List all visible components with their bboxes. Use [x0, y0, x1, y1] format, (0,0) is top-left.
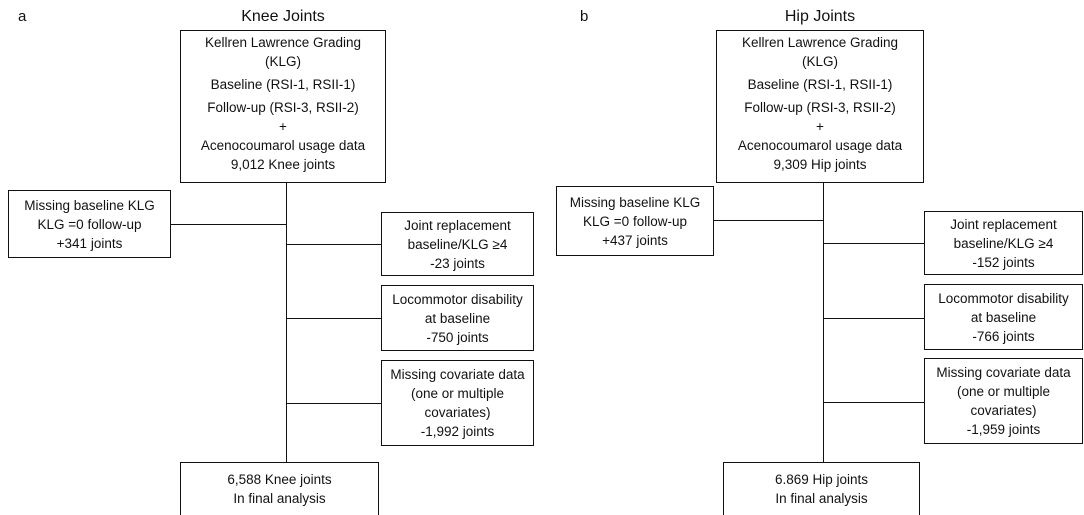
connector-exclusion: [823, 318, 924, 319]
box-line: -766 joints: [972, 328, 1035, 344]
box-line: Missing covariate data: [936, 365, 1071, 380]
box-line: Acenocoumarol usage data: [200, 138, 366, 153]
box-line: -23 joints: [430, 255, 485, 271]
box-line: (one or multiple: [410, 386, 505, 401]
flow-line-main: [286, 183, 287, 462]
box-line: 6,588 Knee joints: [227, 472, 332, 487]
box-line: Locommotor disability: [392, 291, 523, 307]
box-line: +437 joints: [602, 232, 668, 248]
connector-added: [171, 224, 286, 225]
box-line: Kellren Lawrence Grading: [204, 35, 362, 50]
panel-title: Hip Joints: [784, 8, 856, 25]
exclusion-box-locomotor-disability: Locommotor disability at baseline -766 j…: [924, 284, 1083, 350]
panel-hip-joints: b Hip Joints Kellren Lawrence Grading (K…: [545, 0, 1084, 515]
box-line: covariates): [970, 403, 1037, 418]
box-line: 9,012 Knee joints: [230, 157, 336, 172]
exclusion-box-missing-covariates: Missing covariate data (one or multiple …: [924, 358, 1083, 444]
connector-exclusion: [823, 243, 924, 244]
box-line: at baseline: [970, 309, 1037, 325]
box-line: Acenocoumarol usage data: [737, 138, 903, 153]
box-line: Missing covariate data: [390, 367, 525, 382]
connector-exclusion: [286, 403, 381, 404]
box-line: In final analysis: [233, 491, 326, 506]
panel-knee-joints: a Knee Joints Kellren Lawrence Grading (…: [0, 0, 540, 515]
panel-label: b: [580, 8, 589, 25]
box-line: Joint replacement: [950, 216, 1057, 232]
start-cohort-box: Kellren Lawrence Grading (KLG) Baseline …: [716, 30, 924, 183]
exclusion-box-joint-replacement: Joint replacement baseline/KLG ≥4 -152 j…: [924, 211, 1083, 275]
box-line: KLG =0 follow-up: [37, 216, 142, 232]
box-line: (one or multiple: [956, 384, 1051, 399]
box-line: -750 joints: [426, 329, 489, 345]
start-cohort-box: Kellren Lawrence Grading (KLG) Baseline …: [180, 30, 386, 183]
box-line: -152 joints: [972, 254, 1035, 270]
exclusion-box-joint-replacement: Joint replacement baseline/KLG ≥4 -23 jo…: [381, 212, 534, 276]
box-line: Kellren Lawrence Grading: [741, 35, 899, 50]
connector-exclusion: [823, 402, 924, 403]
box-line: Joint replacement: [404, 217, 511, 233]
box-line: KLG =0 follow-up: [583, 213, 687, 229]
connector-exclusion: [286, 244, 381, 245]
box-line: Missing baseline KLG: [24, 197, 155, 213]
box-line: Follow-up (RSI-3, RSII-2): [744, 100, 896, 115]
box-line: Missing baseline KLG: [569, 194, 701, 210]
box-line: (KLG): [801, 54, 838, 69]
added-joints-box: Missing baseline KLG KLG =0 follow-up +4…: [556, 186, 714, 256]
connector-added: [714, 220, 823, 221]
flow-line-main: [823, 183, 824, 462]
box-line: 9,309 Hip joints: [773, 157, 867, 172]
exclusion-box-missing-covariates: Missing covariate data (one or multiple …: [381, 360, 534, 446]
box-line: +341 joints: [56, 235, 123, 251]
exclusion-box-locomotor-disability: Locommotor disability at baseline -750 j…: [381, 285, 534, 351]
box-line: Baseline (RSI-1, RSII-1): [210, 77, 356, 92]
panel-label: a: [18, 8, 27, 25]
box-line: at baseline: [424, 310, 491, 326]
box-line: Baseline (RSI-1, RSII-1): [747, 77, 893, 92]
box-line: baseline/KLG ≥4: [407, 236, 508, 252]
box-line: baseline/KLG ≥4: [953, 235, 1054, 251]
box-line: +: [816, 119, 824, 134]
panel-title: Knee Joints: [241, 8, 325, 25]
box-line: Follow-up (RSI-3, RSII-2): [207, 100, 359, 115]
final-analysis-box: 6.869 Hip joints In final analysis: [723, 462, 920, 515]
box-line: (KLG): [264, 54, 301, 69]
box-line: +: [279, 119, 287, 134]
box-line: covariates): [424, 405, 491, 420]
final-analysis-box: 6,588 Knee joints In final analysis: [180, 462, 379, 515]
connector-exclusion: [286, 318, 381, 319]
box-line: In final analysis: [775, 491, 868, 506]
box-line: -1,959 joints: [966, 422, 1041, 437]
box-line: -1,992 joints: [420, 424, 495, 439]
box-line: 6.869 Hip joints: [774, 472, 869, 487]
box-line: Locommotor disability: [938, 290, 1069, 306]
added-joints-box: Missing baseline KLG KLG =0 follow-up +3…: [8, 190, 171, 258]
